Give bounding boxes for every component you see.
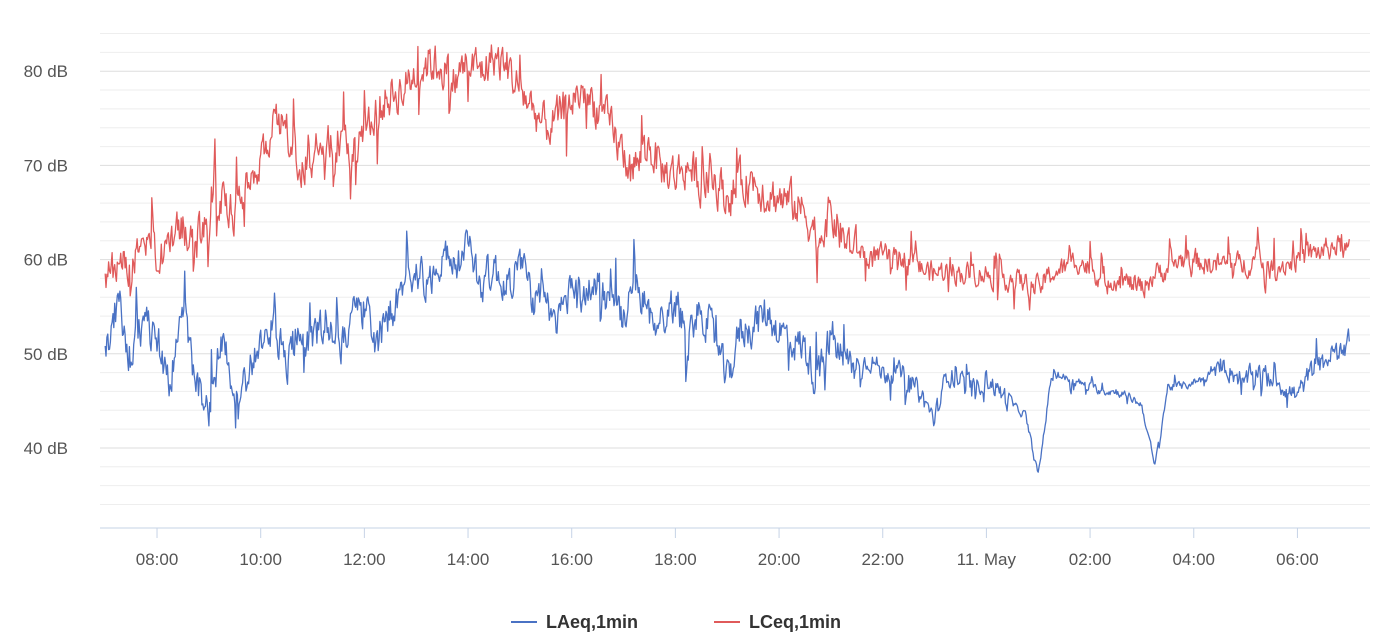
x-tick-label: 14:00 [447, 550, 490, 569]
x-tick-label: 08:00 [136, 550, 179, 569]
y-tick-label: 60 dB [24, 251, 68, 270]
x-tick-label: 12:00 [343, 550, 386, 569]
series-line-lceq [104, 44, 1350, 311]
legend-item-lceq[interactable]: LCeq,1min [749, 612, 841, 632]
x-tick-label: 20:00 [758, 550, 801, 569]
x-axis-labels: 08:00 10:00 12:00 14:00 16:00 18:00 20:00 22:00… [136, 550, 1319, 569]
x-axis [100, 527, 1370, 538]
y-axis-labels: 40 dB 50 dB 60 dB 70 dB 80 dB [24, 62, 68, 458]
y-tick-label: 80 dB [24, 62, 68, 81]
y-tick-label: 70 dB [24, 156, 68, 175]
grid-lines [100, 33, 1370, 505]
x-tick-label: 18:00 [654, 550, 697, 569]
x-tick-label: 11. May [957, 550, 1017, 569]
legend: LAeq,1min LCeq,1min [511, 612, 841, 632]
x-tick-label: 06:00 [1276, 550, 1319, 569]
series-line-laeq [104, 229, 1350, 473]
x-tick-label: 22:00 [861, 550, 904, 569]
x-tick-label: 10:00 [239, 550, 282, 569]
series-lines [104, 44, 1350, 473]
x-tick-label: 16:00 [550, 550, 593, 569]
x-tick-label: 04:00 [1172, 550, 1215, 569]
y-tick-label: 50 dB [24, 345, 68, 364]
legend-item-laeq[interactable]: LAeq,1min [546, 612, 638, 632]
y-tick-label: 40 dB [24, 439, 68, 458]
x-tick-label: 02:00 [1069, 550, 1112, 569]
